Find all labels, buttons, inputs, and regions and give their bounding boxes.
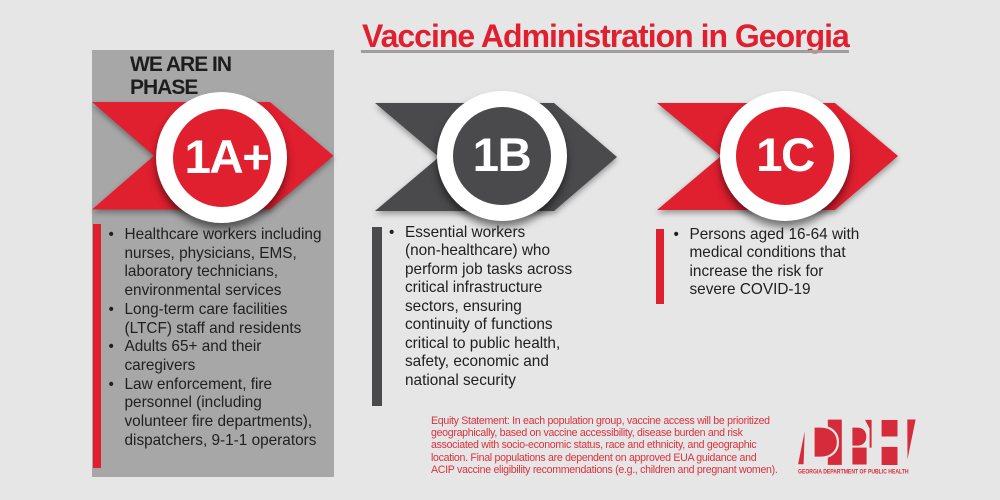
svg-text:GEORGIA DEPARTMENT OF PUBLIC H: GEORGIA DEPARTMENT OF PUBLIC HEALTH (798, 469, 909, 476)
